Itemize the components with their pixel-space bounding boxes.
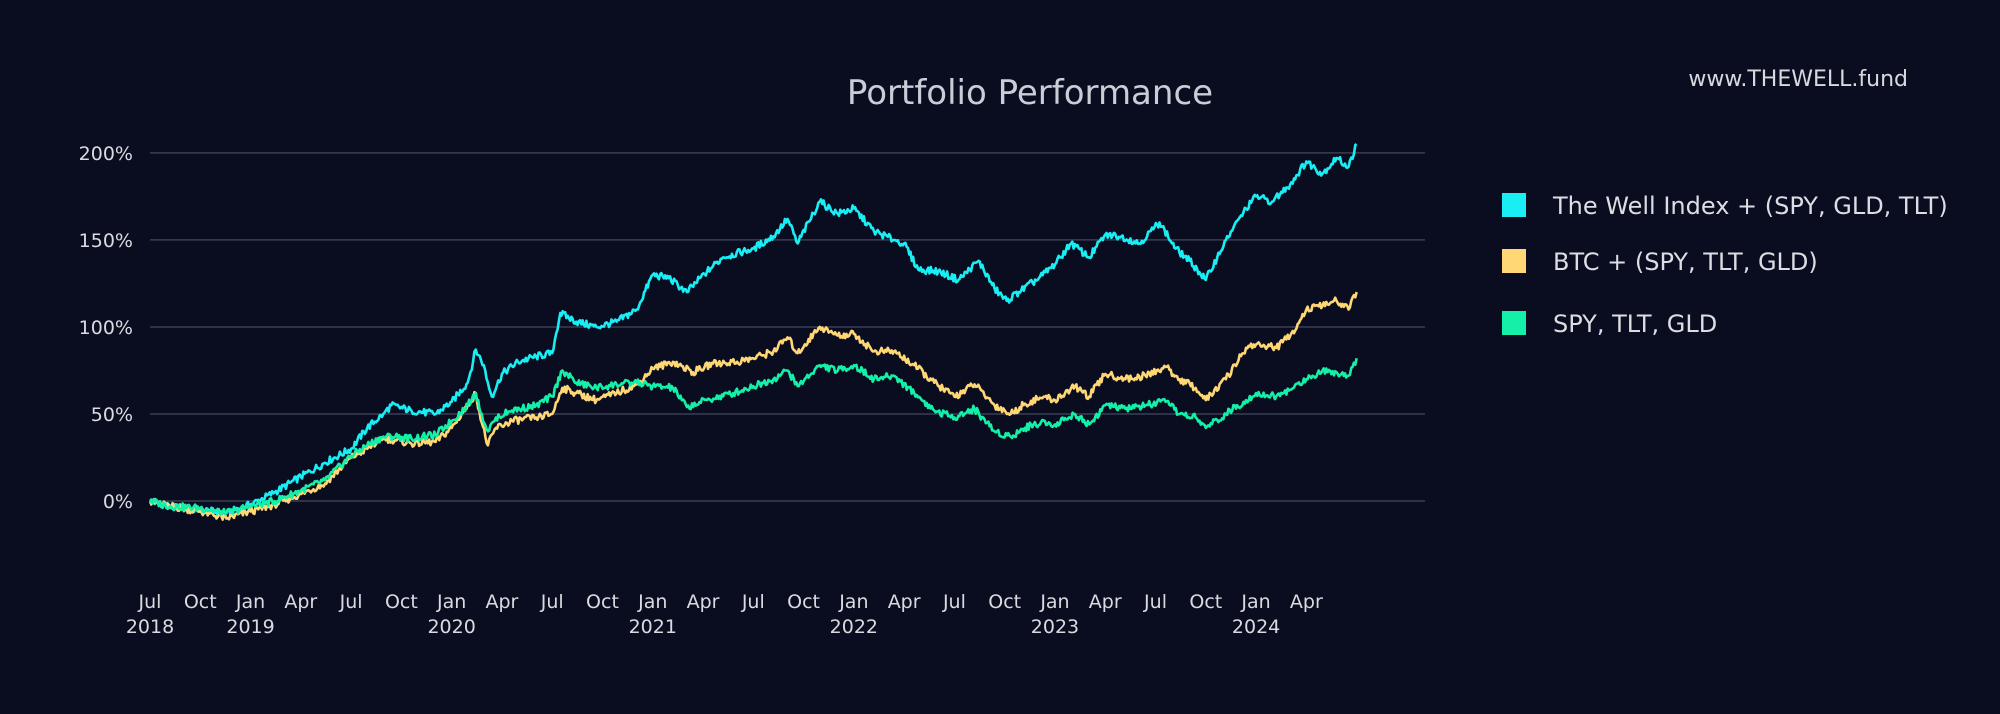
x-tick-label: Jul [540, 591, 564, 613]
legend-label-2: BTC + (SPY, TLT, GLD) [1553, 248, 1818, 276]
y-tick-label: 200% [79, 143, 133, 165]
legend-swatch-3 [1502, 311, 1526, 335]
y-tick-label: 0% [103, 491, 133, 513]
x-tick-label: Oct [988, 591, 1021, 613]
x-tick-label: Jul [1143, 591, 1167, 613]
series-line-1 [149, 143, 1358, 517]
x-tick-label: Apr [888, 591, 921, 613]
x-tick-label: Jan [1039, 591, 1069, 613]
x-tick-year: 2024 [1232, 616, 1280, 638]
x-tick-label: Apr [485, 591, 518, 613]
x-tick-label: Jan [235, 591, 265, 613]
x-tick-year: 2019 [226, 616, 274, 638]
x-tick-label: Apr [1089, 591, 1122, 613]
x-tick-year: 2021 [629, 616, 677, 638]
x-tick-label: Jan [838, 591, 868, 613]
legend-label-1: The Well Index + (SPY, GLD, TLT) [1552, 192, 1948, 220]
x-tick-label: Jul [138, 591, 162, 613]
grid-lines [150, 152, 1425, 502]
x-tick-label: Oct [787, 591, 820, 613]
x-tick-label: Jul [741, 591, 765, 613]
x-tick-label: Jan [436, 591, 466, 613]
x-tick-year: 2023 [1031, 616, 1079, 638]
x-tick-label: Apr [1290, 591, 1323, 613]
watermark: www.THEWELL.fund [1688, 67, 1908, 92]
x-tick-year: 2022 [830, 616, 878, 638]
x-tick-label: Jan [637, 591, 667, 613]
y-tick-label: 150% [79, 230, 133, 252]
x-tick-year: 2020 [427, 616, 475, 638]
x-tick-label: Jul [339, 591, 363, 613]
x-axis: Jul 2018 Oct Jan 2019 Apr Jul Oct Jan 2020 Apr Jul O… [126, 591, 1323, 638]
x-tick-label: Oct [586, 591, 619, 613]
x-tick-label: Apr [687, 591, 720, 613]
legend: The Well Index + (SPY, GLD, TLT) BTC + (S… [1502, 192, 1948, 338]
x-tick-label: Jan [1240, 591, 1270, 613]
x-tick-label: Oct [1189, 591, 1222, 613]
chart-title: Portfolio Performance [847, 73, 1213, 113]
y-axis: 0% 50% 100% 150% 200% [79, 143, 133, 513]
x-tick-label: Oct [184, 591, 217, 613]
legend-swatch-2 [1502, 249, 1526, 273]
legend-label-3: SPY, TLT, GLD [1553, 310, 1717, 338]
y-tick-label: 50% [91, 404, 133, 426]
legend-swatch-1 [1502, 193, 1526, 217]
series-lines [148, 143, 1358, 521]
series-line-3 [149, 358, 1358, 517]
x-tick-label: Apr [284, 591, 317, 613]
x-tick-label: Oct [385, 591, 418, 613]
x-tick-label: Jul [942, 591, 966, 613]
x-tick-year: 2018 [126, 616, 174, 638]
y-tick-label: 100% [79, 317, 133, 339]
